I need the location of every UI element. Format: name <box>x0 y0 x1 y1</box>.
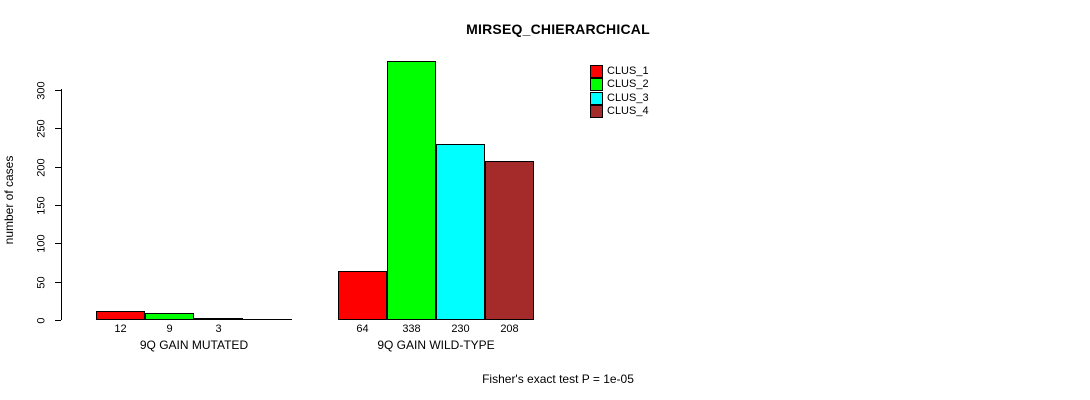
bar-value-label: 9 <box>166 323 173 335</box>
bar <box>145 313 194 320</box>
bar-value-label: 3 <box>215 323 222 335</box>
legend-swatch <box>590 91 603 105</box>
legend-label: CLUS_3 <box>607 91 649 104</box>
bar-value-label: 64 <box>356 323 369 335</box>
y-axis-tick-label: 100 <box>35 234 48 253</box>
y-axis-line <box>61 89 62 320</box>
y-axis-tick <box>55 90 61 91</box>
bar <box>485 161 534 320</box>
legend-label: CLUS_1 <box>607 65 649 77</box>
legend-swatch <box>590 78 603 92</box>
y-axis-tick-label: 300 <box>35 81 48 100</box>
y-axis-tick <box>55 128 61 129</box>
y-axis-tick <box>55 320 61 321</box>
y-axis-tick <box>55 167 61 168</box>
bar <box>387 61 436 320</box>
bar-value-label: 208 <box>500 323 519 335</box>
y-axis-tick <box>55 205 61 206</box>
fisher-test-note: Fisher's exact test P = 1e-05 <box>482 372 634 386</box>
zero-height-bar-line <box>243 319 292 320</box>
bar-value-label: 230 <box>451 323 470 335</box>
legend-swatch <box>590 105 603 119</box>
y-axis-title: number of cases <box>2 155 16 245</box>
chart-title: MIRSEQ_CHIERARCHICAL <box>466 21 650 37</box>
bar <box>194 318 243 320</box>
legend-label: CLUS_2 <box>607 78 649 91</box>
bar <box>96 311 145 320</box>
bar <box>436 144 485 320</box>
x-axis-group-label: 9Q GAIN WILD-TYPE <box>377 338 495 352</box>
legend-label: CLUS_4 <box>607 105 649 118</box>
legend-swatch <box>590 65 603 78</box>
x-axis-group-label: 9Q GAIN MUTATED <box>139 338 249 352</box>
y-axis-tick-label: 200 <box>35 158 48 177</box>
y-axis-tick-label: 150 <box>35 196 48 215</box>
y-axis-tick <box>55 243 61 244</box>
bar <box>338 271 387 320</box>
y-axis-tick-label: 0 <box>35 317 48 324</box>
bar-value-label: 12 <box>114 323 127 335</box>
y-axis-tick-label: 50 <box>35 276 48 289</box>
y-axis-tick <box>55 282 61 283</box>
y-axis-tick-label: 250 <box>35 119 48 138</box>
bar-value-label: 338 <box>402 323 421 335</box>
